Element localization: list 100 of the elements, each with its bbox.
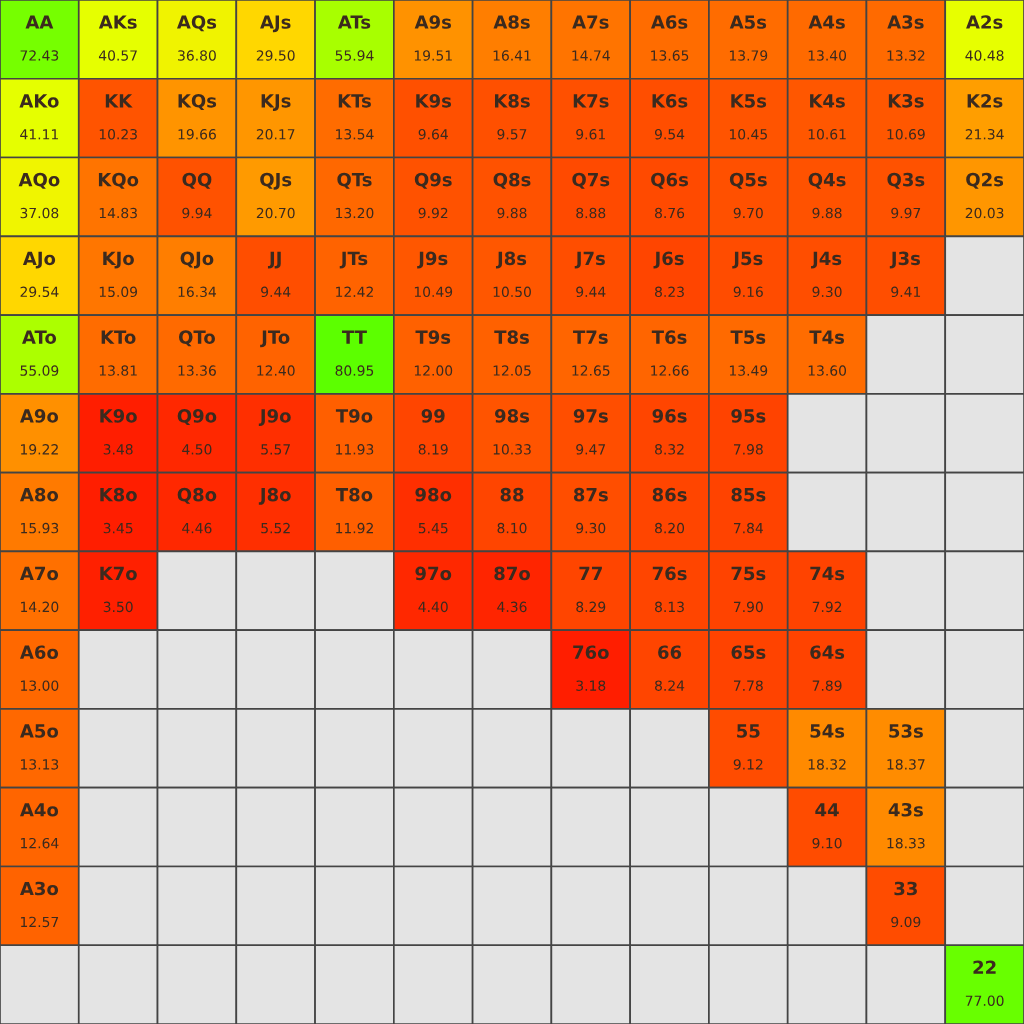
data-label: 12.00 [414, 365, 453, 376]
data-label: 8.32 [655, 444, 684, 455]
data-label: 19.51 [414, 50, 452, 61]
annotation: K4s [810, 94, 845, 108]
data-label: 29.50 [256, 50, 295, 61]
data-label: 20.17 [256, 129, 295, 140]
data-label: 10.33 [493, 444, 531, 455]
data-label: 13.81 [99, 365, 137, 376]
data-label: 5.57 [261, 444, 290, 455]
annotation: 98o [415, 487, 452, 502]
data-label: 12.64 [21, 837, 59, 849]
annotation: K7s [573, 94, 609, 108]
data-label: 21.34 [965, 129, 1004, 140]
data-label: 8.24 [655, 680, 685, 691]
data-label: 36.80 [178, 50, 216, 61]
data-label: 13.13 [21, 759, 59, 770]
data-label: 18.33 [887, 837, 925, 849]
data-label: 8.88 [576, 207, 606, 219]
annotation: A6s [650, 15, 688, 29]
data-label: 12.66 [651, 365, 689, 376]
annotation: 55 [737, 724, 760, 738]
annotation: T9s [415, 330, 451, 344]
data-label: 9.44 [261, 286, 291, 298]
data-label: 4.40 [418, 601, 448, 613]
annotation: 74s [810, 566, 845, 581]
annotation: K6s [652, 94, 688, 108]
data-label: 80.95 [335, 365, 374, 376]
annotation: KJo [103, 251, 134, 269]
annotation: J8o [258, 487, 291, 505]
annotation: AQs [176, 15, 217, 32]
data-label: 9.92 [418, 207, 448, 219]
data-label: 10.45 [729, 129, 767, 140]
data-label: 13.32 [887, 50, 925, 61]
data-label: 13.54 [336, 129, 374, 140]
annotation: Q8s [493, 172, 531, 189]
annotation: K8s [495, 93, 530, 108]
annotation: QJs [260, 172, 292, 190]
data-label: 9.94 [182, 207, 212, 219]
annotation: AQo [18, 172, 60, 189]
data-label: 12.05 [493, 365, 531, 376]
data-label: 9.57 [497, 129, 527, 140]
annotation: J9o [258, 409, 291, 427]
annotation: A9o [20, 409, 59, 423]
data-label: 12.65 [572, 365, 610, 376]
annotation: 87s [573, 487, 608, 502]
annotation: 53s [889, 724, 923, 738]
data-label: 11.93 [336, 444, 374, 455]
data-label: 8.23 [655, 286, 684, 298]
annotation: 33 [894, 881, 917, 896]
data-label: 5.52 [261, 522, 290, 534]
data-label: 12.57 [21, 916, 59, 928]
annotation: J5s [732, 251, 763, 269]
annotation: QTs [337, 172, 372, 189]
annotation: KTo [101, 330, 136, 344]
annotation: K9s [416, 94, 452, 108]
annotation: T7s [573, 330, 608, 344]
data-label: 3.50 [103, 601, 133, 613]
annotation: J7s [574, 251, 605, 269]
data-label: 8.19 [418, 444, 448, 455]
data-label: 14.83 [99, 207, 137, 219]
data-label: 11.92 [336, 522, 373, 534]
data-label: 8.20 [655, 522, 685, 534]
data-label: 8.76 [655, 207, 685, 219]
annotation: 96s [652, 409, 687, 423]
data-label: 9.47 [576, 444, 606, 455]
annotation: Q3s [887, 172, 925, 189]
data-label: 13.00 [21, 680, 59, 691]
annotation: K9o [100, 409, 137, 423]
annotation: 76o [573, 645, 609, 660]
annotation: KQs [178, 93, 217, 111]
annotation: QTo [178, 330, 215, 347]
data-label: 20.70 [256, 207, 295, 219]
annotation: J9s [417, 251, 448, 269]
data-label: 15.93 [21, 522, 59, 534]
data-label: 9.30 [576, 522, 606, 534]
annotation: Q8o [177, 487, 217, 504]
annotation: 44 [815, 803, 839, 817]
annotation: 76s [652, 566, 687, 581]
annotation: 86s [652, 487, 687, 502]
annotation: 66 [658, 645, 682, 660]
annotation: T4s [809, 330, 845, 344]
annotation: KK [105, 94, 133, 108]
annotation: 85s [731, 487, 766, 502]
annotation: A2s [966, 15, 1003, 29]
data-label: 40.57 [98, 50, 137, 61]
data-label: 3.18 [576, 680, 606, 691]
annotation: Q4s [808, 172, 846, 189]
annotation: JTs [339, 251, 368, 269]
data-label: 16.34 [178, 286, 217, 298]
annotation: KJs [261, 94, 291, 111]
data-label: 13.40 [808, 50, 847, 61]
data-label: 4.46 [182, 522, 212, 534]
data-label: 13.49 [729, 365, 768, 376]
annotation: A3o [20, 881, 59, 896]
annotation: QJo [180, 251, 214, 269]
data-label: 19.66 [178, 129, 216, 140]
data-label: 77.00 [965, 995, 1004, 1006]
data-label: 5.45 [418, 523, 448, 534]
annotation: 65s [731, 645, 766, 660]
annotation: JTo [260, 330, 290, 348]
